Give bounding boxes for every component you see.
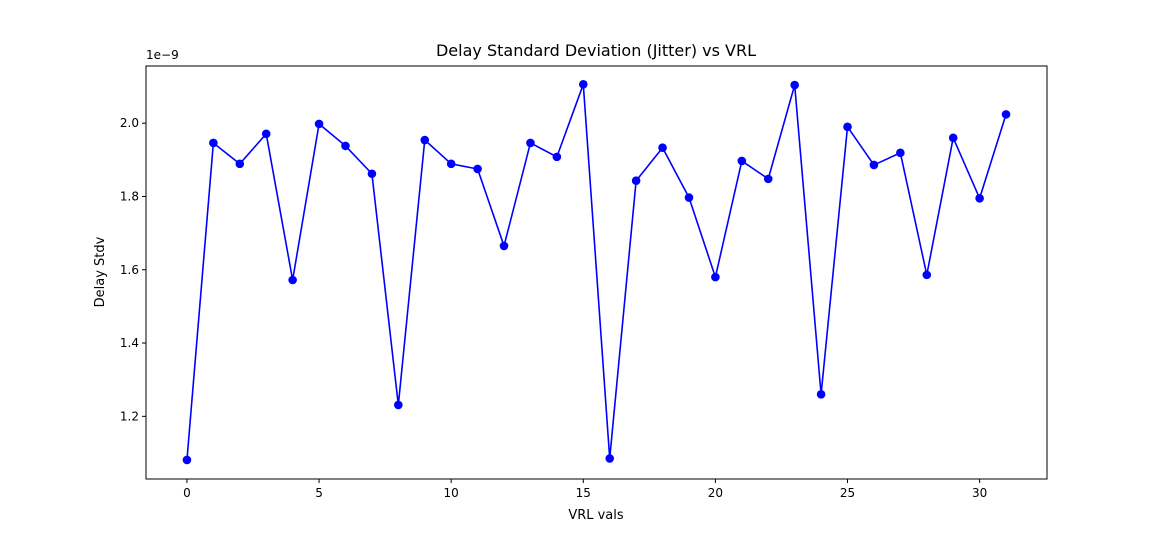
data-point bbox=[816, 390, 826, 399]
data-point bbox=[684, 193, 694, 202]
y-tick-label: 1.2 bbox=[120, 409, 139, 423]
x-tick-label: 10 bbox=[444, 486, 459, 500]
data-point bbox=[288, 275, 297, 285]
y-tick-label: 1.8 bbox=[120, 189, 139, 203]
x-tick-label: 15 bbox=[576, 486, 591, 500]
y-axis-offset-label: 1e−9 bbox=[146, 48, 179, 62]
y-tick-label: 2.0 bbox=[120, 116, 139, 130]
data-point bbox=[711, 272, 720, 282]
y-axis-label: Delay Stdv bbox=[93, 236, 108, 307]
data-point bbox=[341, 141, 350, 151]
data-point bbox=[367, 169, 377, 179]
data-point bbox=[737, 156, 747, 166]
data-point bbox=[209, 138, 218, 148]
y-tick-label: 1.6 bbox=[120, 263, 139, 277]
data-point bbox=[631, 176, 641, 186]
data-point bbox=[896, 148, 905, 158]
data-point bbox=[420, 135, 430, 145]
x-tick-label: 30 bbox=[972, 486, 987, 500]
data-point bbox=[182, 455, 192, 465]
plot-frame bbox=[145, 65, 1048, 480]
x-tick-label: 25 bbox=[840, 486, 855, 500]
data-point bbox=[869, 160, 879, 170]
data-point bbox=[658, 143, 667, 153]
data-point bbox=[975, 193, 984, 203]
ticks-layer: 0 5 10 15 20 25 30 1.2 1.4 1.6 1.8 2.0 bbox=[120, 116, 987, 500]
y-tick-label: 1.4 bbox=[120, 336, 139, 350]
data-point bbox=[843, 122, 852, 132]
data-point bbox=[394, 400, 403, 410]
data-point bbox=[473, 164, 482, 174]
x-tick-label: 0 bbox=[183, 486, 191, 500]
chart-title: Delay Standard Deviation (Jitter) vs VRL bbox=[436, 41, 756, 60]
series-line bbox=[186, 83, 1007, 461]
x-tick-label: 5 bbox=[315, 486, 323, 500]
data-point bbox=[763, 174, 773, 184]
data-point bbox=[922, 270, 932, 280]
data-point bbox=[948, 133, 958, 143]
data-point bbox=[526, 138, 535, 148]
data-point bbox=[1001, 110, 1011, 119]
data-point bbox=[790, 80, 799, 90]
data-point bbox=[314, 119, 324, 129]
series-layer bbox=[182, 80, 1011, 465]
data-point bbox=[499, 241, 509, 251]
data-point bbox=[446, 159, 456, 169]
data-point bbox=[605, 454, 615, 463]
x-tick-label: 20 bbox=[708, 486, 723, 500]
data-point bbox=[261, 129, 271, 139]
x-axis-label: VRL vals bbox=[568, 508, 624, 523]
data-point bbox=[578, 80, 588, 89]
data-point bbox=[552, 152, 562, 162]
data-point bbox=[235, 159, 245, 169]
